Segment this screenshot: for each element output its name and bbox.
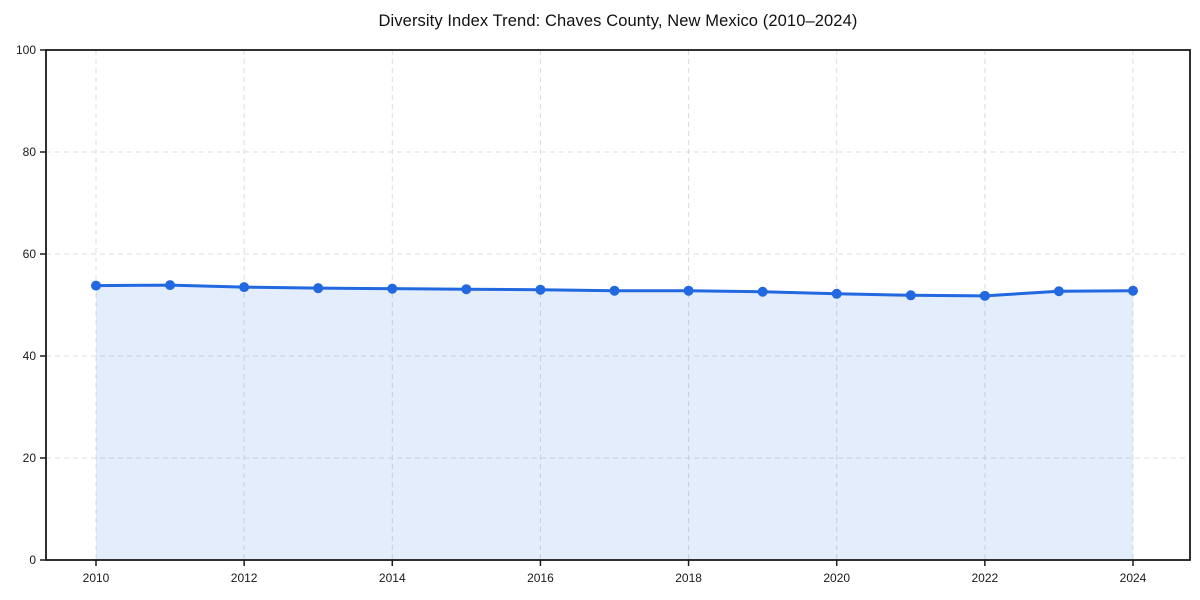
x-tick-label-2018: 2018 <box>675 571 702 585</box>
data-point-2015 <box>461 284 472 295</box>
y-tick-label-40: 40 <box>23 349 37 363</box>
plot-border <box>45 49 1191 561</box>
y-tick-label-100: 100 <box>16 43 36 57</box>
x-tick-label-2022: 2022 <box>972 571 999 585</box>
area-fill <box>96 285 1133 560</box>
data-point-2020 <box>831 288 842 299</box>
grid-lines <box>46 50 1190 560</box>
data-point-2022 <box>979 290 990 301</box>
data-point-2014 <box>387 283 398 294</box>
data-point-2011 <box>165 280 176 291</box>
y-tick-label-0: 0 <box>29 553 36 567</box>
y-tick-label-20: 20 <box>23 451 37 465</box>
data-point-2019 <box>757 286 768 297</box>
data-point-2024 <box>1128 285 1138 296</box>
data-point-2016 <box>535 284 546 295</box>
x-tick-label-2016: 2016 <box>527 571 554 585</box>
x-tick-label-2024: 2024 <box>1120 571 1147 585</box>
x-axis: 2010 2012 2014 2016 2018 2020 2022 2024 <box>83 560 1147 585</box>
chart-title: Diversity Index Trend: Chaves County, Ne… <box>378 12 858 30</box>
data-point-2010 <box>91 280 101 291</box>
x-tick-label-2020: 2020 <box>823 571 850 585</box>
x-tick-label-2012: 2012 <box>231 571 258 585</box>
y-tick-label-60: 60 <box>23 247 37 261</box>
x-tick-label-2014: 2014 <box>379 571 406 585</box>
y-tick-label-80: 80 <box>23 145 37 159</box>
x-tick-label-2010: 2010 <box>83 571 110 585</box>
data-point-2012 <box>239 282 250 293</box>
data-point-2021 <box>905 290 916 301</box>
data-points <box>91 280 1138 301</box>
data-point-2017 <box>609 285 620 296</box>
y-axis: 0 20 40 60 80 100 <box>16 43 46 567</box>
data-point-2013 <box>313 283 324 294</box>
data-point-2018 <box>683 285 694 296</box>
data-point-2023 <box>1053 286 1064 297</box>
